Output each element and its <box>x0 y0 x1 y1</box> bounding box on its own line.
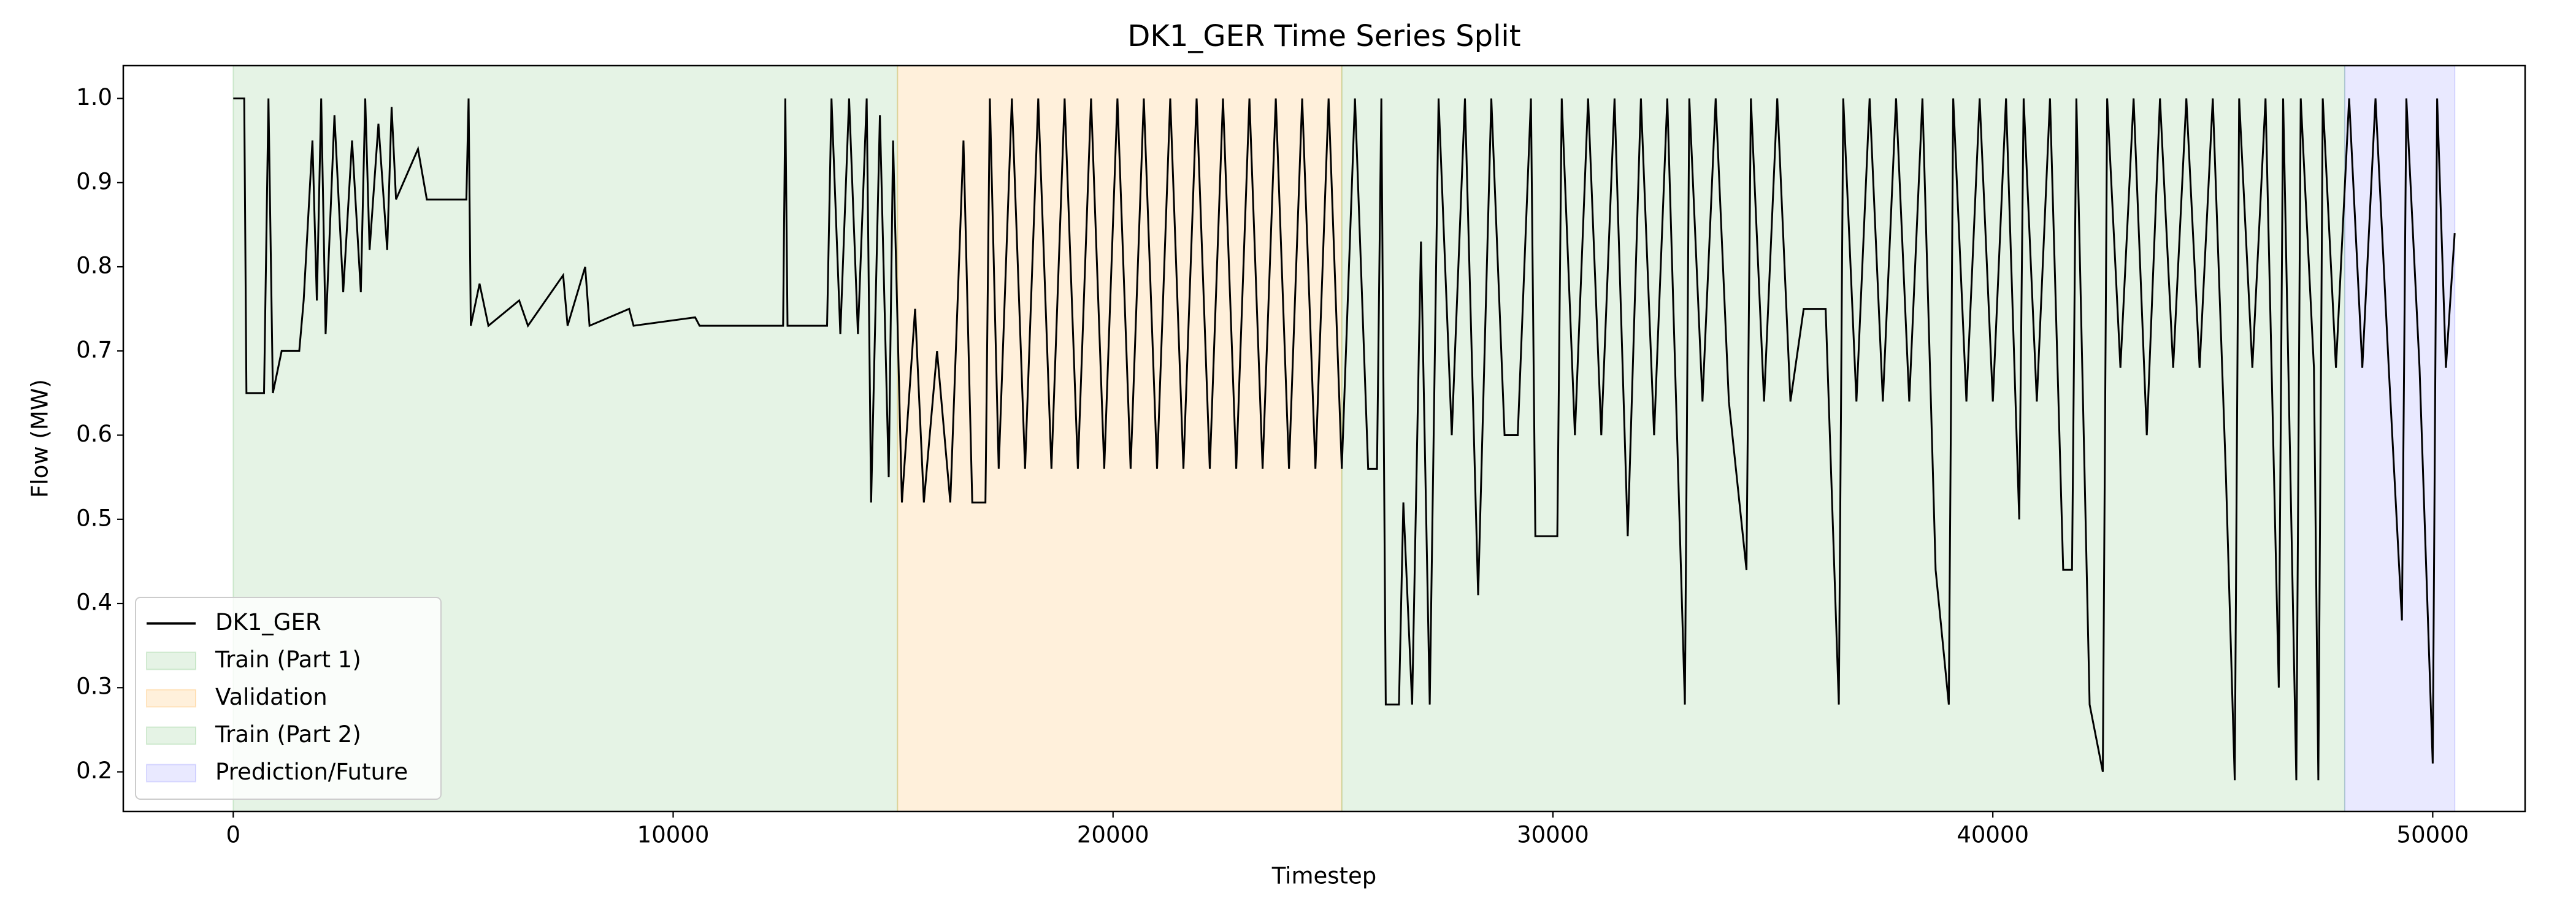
legend-label: DK1_GER <box>215 609 321 635</box>
legend-swatch <box>146 689 196 708</box>
y-tick-label: 0.4 <box>76 589 112 616</box>
data-line <box>233 98 2456 781</box>
legend-label: Prediction/Future <box>215 759 408 785</box>
y-tick-label: 0.7 <box>76 337 112 363</box>
x-tick-label: 40000 <box>1957 822 2029 848</box>
legend-swatch <box>146 651 196 670</box>
legend-label: Train (Part 1) <box>215 646 361 673</box>
y-tick-label: 0.6 <box>76 421 112 447</box>
y-axis-label: Flow (MW) <box>27 379 53 498</box>
x-tick-label: 20000 <box>1077 822 1149 848</box>
chart-title: DK1_GER Time Series Split <box>1127 19 1520 53</box>
y-tick-label: 0.2 <box>76 757 112 784</box>
legend-swatch <box>146 764 196 783</box>
y-tick-label: 0.8 <box>76 253 112 279</box>
y-tick-label: 0.9 <box>76 168 112 194</box>
axes-frame <box>122 64 2526 813</box>
span <box>2344 65 2456 812</box>
legend-label: Train (Part 2) <box>215 721 361 748</box>
x-tick-label: 0 <box>226 822 241 848</box>
x-axis-label: Timestep <box>1271 863 1377 889</box>
legend-swatch <box>146 726 196 745</box>
legend-box <box>135 597 442 800</box>
y-tick-label: 0.3 <box>76 673 112 700</box>
y-tick-label: 1.0 <box>76 84 112 110</box>
y-tick-label: 0.5 <box>76 505 112 531</box>
x-tick-label: 30000 <box>1517 822 1589 848</box>
legend: DK1_GER Train (Part 1) Validation Train (Pa… <box>135 597 442 800</box>
legend-label: Validation <box>215 684 328 710</box>
x-tick-label: 10000 <box>637 822 710 848</box>
x-tick-label: 50000 <box>2397 822 2469 848</box>
